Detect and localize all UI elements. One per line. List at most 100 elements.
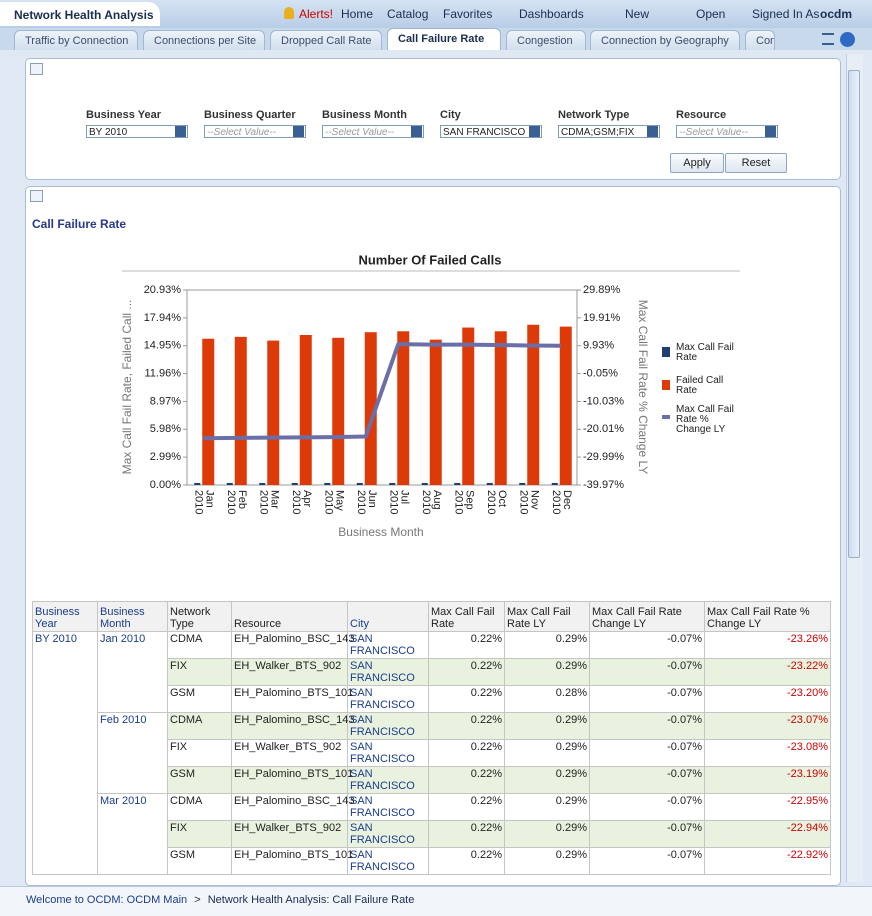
table-cell: EH_Palomino_BTS_101: [231, 685, 353, 713]
alerts-link[interactable]: Alerts!: [299, 7, 334, 21]
city-link[interactable]: SAN FRANCISCO: [347, 820, 429, 848]
tab[interactable]: Call Failure Rate: [387, 28, 501, 50]
month-cell[interactable]: Jan 2010: [97, 631, 168, 713]
tab[interactable]: Congestion: [506, 30, 586, 50]
menu-item[interactable]: Favorites: [443, 7, 493, 21]
x-tick-label: Nov 2010: [517, 490, 541, 515]
column-header: Resource: [231, 601, 348, 632]
tab[interactable]: Traffic by Connection: [14, 30, 138, 50]
dropdown-arrow[interactable]: [293, 126, 304, 137]
menu-item[interactable]: New: [625, 7, 650, 21]
dropdown-arrow[interactable]: [647, 126, 658, 137]
tab[interactable]: Dropped Call Rate: [270, 30, 382, 50]
table-cell: 0.22%: [428, 685, 505, 713]
filter-label: Business Quarter: [204, 109, 296, 121]
city-link[interactable]: SAN FRANCISCO: [347, 739, 429, 767]
collapse-toggle[interactable]: [30, 63, 43, 75]
table-cell: 0.29%: [504, 820, 590, 848]
reset-button[interactable]: Reset: [725, 153, 787, 173]
table-cell: FIX: [167, 820, 232, 848]
table-cell: 0.29%: [504, 712, 590, 740]
page-options-icon[interactable]: [822, 33, 834, 45]
table-cell: GSM: [167, 766, 232, 794]
filter-dropdown[interactable]: CDMA;GSM;FIX: [558, 125, 660, 138]
table-cell: -0.07%: [589, 847, 705, 875]
x-tick-label: May 2010: [322, 490, 346, 515]
column-header[interactable]: City: [347, 601, 429, 632]
table-cell: -22.92%: [704, 847, 831, 875]
month-cell[interactable]: Feb 2010: [97, 712, 168, 794]
filter-dropdown[interactable]: --Select Value--: [322, 125, 424, 138]
year-cell[interactable]: BY 2010: [32, 631, 98, 875]
city-link[interactable]: SAN FRANCISCO: [347, 847, 429, 875]
table-row: BY 2010 Jan 2010 CDMA EH_Palomino_BSC_143 SA…: [32, 631, 831, 875]
table-row: FIX EH_Walker_BTS_902 SAN FRANCISCO 0.22% 0.…: [33, 658, 831, 686]
y-axis-title: Max Call Fail Rate, Failed Call ...: [120, 300, 134, 475]
column-header[interactable]: Business Month: [97, 601, 168, 632]
city-link[interactable]: SAN FRANCISCO: [347, 793, 429, 821]
city-link[interactable]: SAN FRANCISCO: [347, 766, 429, 794]
apply-button[interactable]: Apply: [670, 153, 724, 173]
x-tick-label: Jul 2010: [387, 490, 411, 515]
legend-swatch: [662, 415, 670, 419]
bar: [551, 482, 558, 485]
city-link[interactable]: SAN FRANCISCO: [347, 658, 429, 686]
table-cell: 0.22%: [428, 739, 505, 767]
city-link[interactable]: SAN FRANCISCO: [347, 631, 429, 659]
dropdown-arrow[interactable]: [411, 126, 422, 137]
y-tick-label: 8.97%: [150, 395, 181, 407]
table-cell: -23.08%: [704, 739, 831, 767]
column-header: Max Call Fail Rate LY: [504, 601, 590, 632]
filter-dropdown[interactable]: BY 2010: [86, 125, 188, 138]
bar: [291, 482, 298, 485]
filter-label: Resource: [676, 109, 727, 121]
filter-dropdown[interactable]: --Select Value--: [204, 125, 306, 138]
table-cell: EH_Walker_BTS_902: [231, 820, 348, 848]
filter-label: Business Month: [322, 109, 407, 121]
tab[interactable]: Connection by Geography: [590, 30, 740, 50]
dropdown-arrow[interactable]: [765, 126, 776, 137]
table-cell: EH_Palomino_BTS_101: [231, 766, 353, 794]
menu-item[interactable]: Open: [696, 7, 726, 21]
dropdown-arrow[interactable]: [529, 126, 540, 137]
x-axis-title: Business Month: [338, 525, 423, 539]
month-cell[interactable]: Mar 2010: [97, 793, 168, 875]
table-cell: -23.20%: [704, 685, 831, 713]
filter-label: Business Year: [86, 109, 162, 121]
legend-label: Max Call Fail Rate: [676, 342, 734, 363]
x-tick-label: Oct 2010: [484, 490, 508, 515]
city-link[interactable]: SAN FRANCISCO: [347, 712, 429, 740]
menu-item[interactable]: Home: [341, 7, 374, 21]
menu-item[interactable]: Catalog: [387, 7, 429, 21]
column-header[interactable]: Business Year: [32, 601, 98, 632]
scrollbar-thumb[interactable]: [848, 70, 860, 558]
table-cell: -23.26%: [704, 631, 831, 659]
table-cell: -23.07%: [704, 712, 831, 740]
user-menu[interactable]: ocdm: [820, 7, 853, 21]
x-tick-label: Feb 2010: [224, 490, 248, 515]
table-cell: 0.22%: [428, 847, 505, 875]
filter-dropdown[interactable]: SAN FRANCISCO: [440, 125, 542, 138]
tab[interactable]: Connections per Site: [143, 30, 265, 50]
city-link[interactable]: SAN FRANCISCO: [347, 685, 429, 713]
bar: [429, 339, 442, 485]
help-icon[interactable]: [840, 32, 855, 47]
x-tick-label: Aug 2010: [419, 490, 443, 515]
legend-swatch: [662, 347, 670, 357]
table-container: Business Year Business Month Network Type R…: [32, 601, 832, 882]
bar: [332, 337, 345, 485]
footer: Welcome to OCDM: OCDM Main > Network Hea…: [0, 886, 872, 916]
table-cell: -0.07%: [589, 766, 705, 794]
dropdown-arrow[interactable]: [175, 126, 186, 137]
y2-tick-label: -39.97%: [583, 479, 624, 491]
menu-item[interactable]: Dashboards: [519, 7, 584, 21]
tab[interactable]: Con: [745, 30, 775, 50]
table-cell: CDMA: [167, 712, 232, 740]
breadcrumb-link[interactable]: Welcome to OCDM: OCDM Main: [26, 894, 188, 906]
table-cell: 0.29%: [504, 631, 590, 659]
table-cell: CDMA: [167, 631, 232, 659]
collapse-toggle[interactable]: [30, 190, 43, 202]
table-row: Feb 2010 CDMA EH_Palomino_BSC_143 SAN FRANC…: [33, 712, 831, 794]
filter-dropdown[interactable]: --Select Value--: [676, 125, 778, 138]
